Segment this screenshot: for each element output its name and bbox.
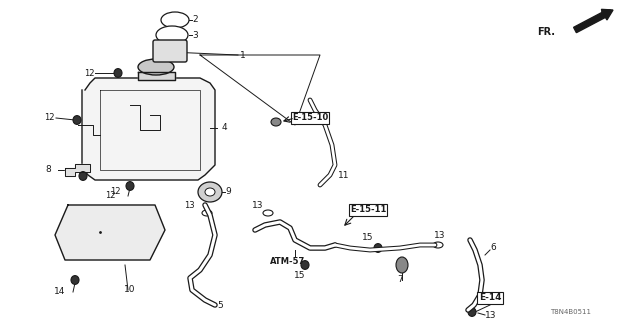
Text: 12: 12 bbox=[45, 114, 55, 123]
Text: 12: 12 bbox=[109, 188, 120, 196]
Text: E-15-11: E-15-11 bbox=[350, 205, 386, 214]
Text: 8: 8 bbox=[45, 165, 51, 174]
Ellipse shape bbox=[301, 260, 309, 269]
Text: E-15-10: E-15-10 bbox=[292, 114, 328, 123]
Polygon shape bbox=[65, 164, 90, 176]
Polygon shape bbox=[55, 205, 165, 260]
Text: 3: 3 bbox=[192, 30, 198, 39]
Text: 2: 2 bbox=[192, 15, 198, 25]
Text: 9: 9 bbox=[225, 188, 231, 196]
Text: 11: 11 bbox=[338, 171, 349, 180]
Ellipse shape bbox=[71, 276, 79, 284]
Ellipse shape bbox=[198, 182, 222, 202]
Text: FR.: FR. bbox=[537, 27, 555, 37]
Text: 12: 12 bbox=[84, 68, 95, 77]
Text: 12: 12 bbox=[105, 190, 115, 199]
Text: 10: 10 bbox=[124, 285, 136, 294]
Ellipse shape bbox=[263, 210, 273, 216]
Ellipse shape bbox=[73, 116, 81, 124]
Text: 15: 15 bbox=[362, 234, 374, 243]
Ellipse shape bbox=[202, 210, 212, 216]
Ellipse shape bbox=[468, 308, 476, 316]
Text: 7: 7 bbox=[397, 276, 403, 284]
Text: 13: 13 bbox=[252, 201, 264, 210]
Ellipse shape bbox=[396, 257, 408, 273]
Ellipse shape bbox=[138, 59, 174, 75]
Text: ATM-57: ATM-57 bbox=[270, 258, 306, 267]
Text: T8N4B0511: T8N4B0511 bbox=[550, 309, 591, 315]
Text: E-14: E-14 bbox=[479, 293, 501, 302]
Text: 13: 13 bbox=[184, 201, 195, 210]
Text: 14: 14 bbox=[54, 287, 66, 297]
Ellipse shape bbox=[433, 242, 443, 248]
Text: 1: 1 bbox=[240, 51, 246, 60]
Ellipse shape bbox=[79, 172, 87, 180]
Text: 5: 5 bbox=[217, 300, 223, 309]
FancyArrow shape bbox=[573, 9, 613, 33]
Ellipse shape bbox=[126, 181, 134, 190]
Text: 4: 4 bbox=[222, 124, 228, 132]
FancyBboxPatch shape bbox=[153, 40, 187, 62]
Ellipse shape bbox=[161, 12, 189, 28]
Text: 15: 15 bbox=[294, 270, 306, 279]
Ellipse shape bbox=[271, 118, 281, 126]
Ellipse shape bbox=[374, 244, 382, 252]
Ellipse shape bbox=[205, 188, 215, 196]
Ellipse shape bbox=[156, 26, 188, 44]
Polygon shape bbox=[138, 72, 175, 80]
Text: 13: 13 bbox=[485, 310, 497, 319]
Text: 13: 13 bbox=[435, 230, 445, 239]
Text: 6: 6 bbox=[490, 244, 496, 252]
Polygon shape bbox=[82, 78, 215, 180]
Ellipse shape bbox=[114, 68, 122, 77]
